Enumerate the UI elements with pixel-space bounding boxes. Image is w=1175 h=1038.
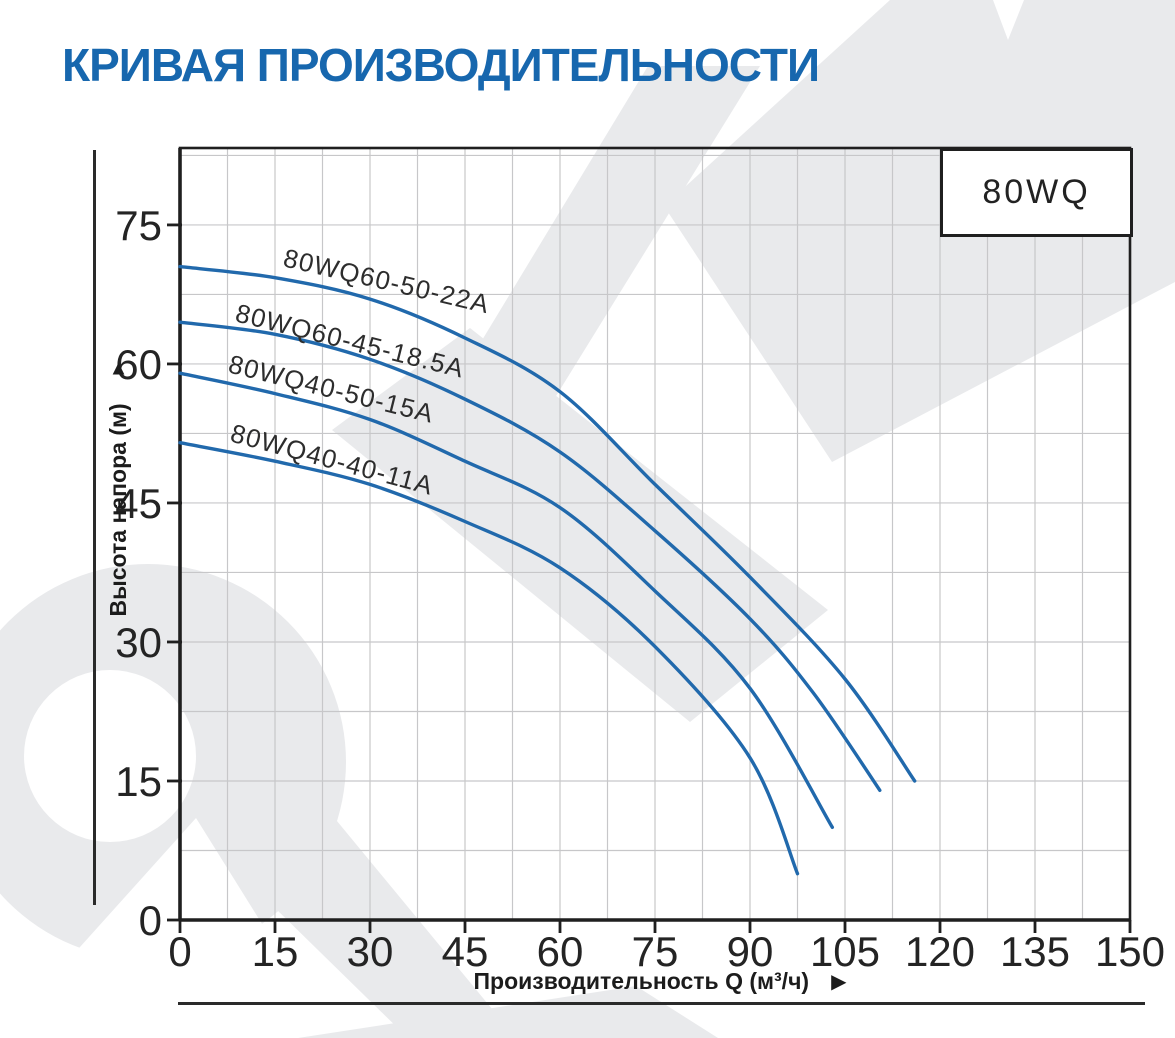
- curve-80WQ40-40-11A: [178, 441, 800, 876]
- curve-label-80WQ60-50-22A: 80WQ60-50-22A: [281, 243, 493, 320]
- x-axis-label-text: Производительность Q (м³/ч): [473, 967, 810, 994]
- y-tick-label: 75: [115, 202, 162, 249]
- x-tick-label: 0: [168, 928, 191, 975]
- y-tick-label: 60: [115, 341, 162, 388]
- curve-80WQ60-45-18.5A: [178, 320, 882, 792]
- page-title: КРИВАЯ ПРОИЗВОДИТЕЛЬНОСТИ: [62, 39, 820, 91]
- x-tick-label: 105: [810, 928, 880, 975]
- x-tick-label: 90: [727, 928, 774, 975]
- curve-80WQ40-50-15A: [178, 371, 834, 829]
- x-tick-label: 120: [905, 928, 975, 975]
- x-axis-label: Производительность Q (м³/ч) ▶: [470, 965, 850, 997]
- x-tick-label: 60: [537, 928, 584, 975]
- curve-80WQ60-50-22A: [178, 264, 917, 783]
- up-arrow-icon: ▲: [108, 357, 128, 380]
- y-tick-label: 15: [115, 758, 162, 805]
- y-axis-label: Высота напора (м) ▲: [101, 338, 135, 638]
- bottom-rule: [178, 1002, 1145, 1005]
- x-tick-label: 75: [632, 928, 679, 975]
- right-arrow-icon: ▶: [831, 970, 847, 993]
- y-tick-label: 30: [115, 619, 162, 666]
- y-axis-label-text: Высота напора (м): [104, 403, 131, 617]
- y-tick-label: 45: [115, 480, 162, 527]
- x-tick-label: 150: [1095, 928, 1165, 975]
- x-tick-label: 15: [252, 928, 299, 975]
- x-tick-label: 135: [1000, 928, 1070, 975]
- left-axis-rule: [93, 150, 96, 905]
- series-family-badge: 80WQ: [940, 148, 1133, 237]
- x-tick-label: 30: [347, 928, 394, 975]
- x-tick-label: 45: [442, 928, 489, 975]
- y-tick-label: 0: [139, 897, 162, 944]
